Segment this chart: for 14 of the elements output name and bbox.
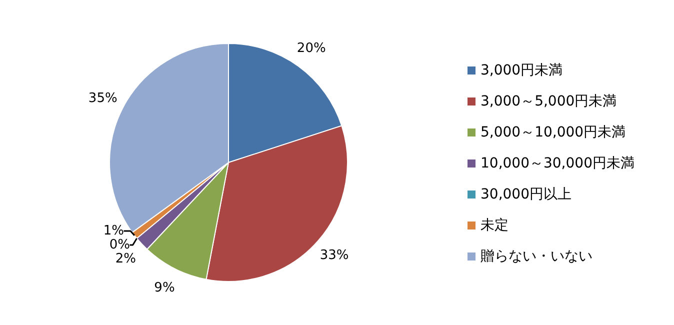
legend-label: 3,000～5,000円未満 xyxy=(480,94,617,110)
legend-label: 3,000円未満 xyxy=(480,62,563,78)
data-label: 2% xyxy=(115,252,136,267)
data-label: 1% xyxy=(103,224,124,239)
legend-label: 30,000円以上 xyxy=(480,186,572,202)
legend-label: 贈らない・いない xyxy=(480,248,592,264)
data-label: 20% xyxy=(296,40,326,56)
text: 0% xyxy=(109,238,130,253)
legend-label: 10,000～30,000円未満 xyxy=(480,156,634,172)
legend-label: 5,000～10,000円未満 xyxy=(480,124,626,140)
data-label: 35% xyxy=(88,90,118,106)
data-label: 33% xyxy=(320,248,349,264)
data-label: 9% xyxy=(154,280,175,296)
legend-label: 未定 xyxy=(480,218,508,234)
